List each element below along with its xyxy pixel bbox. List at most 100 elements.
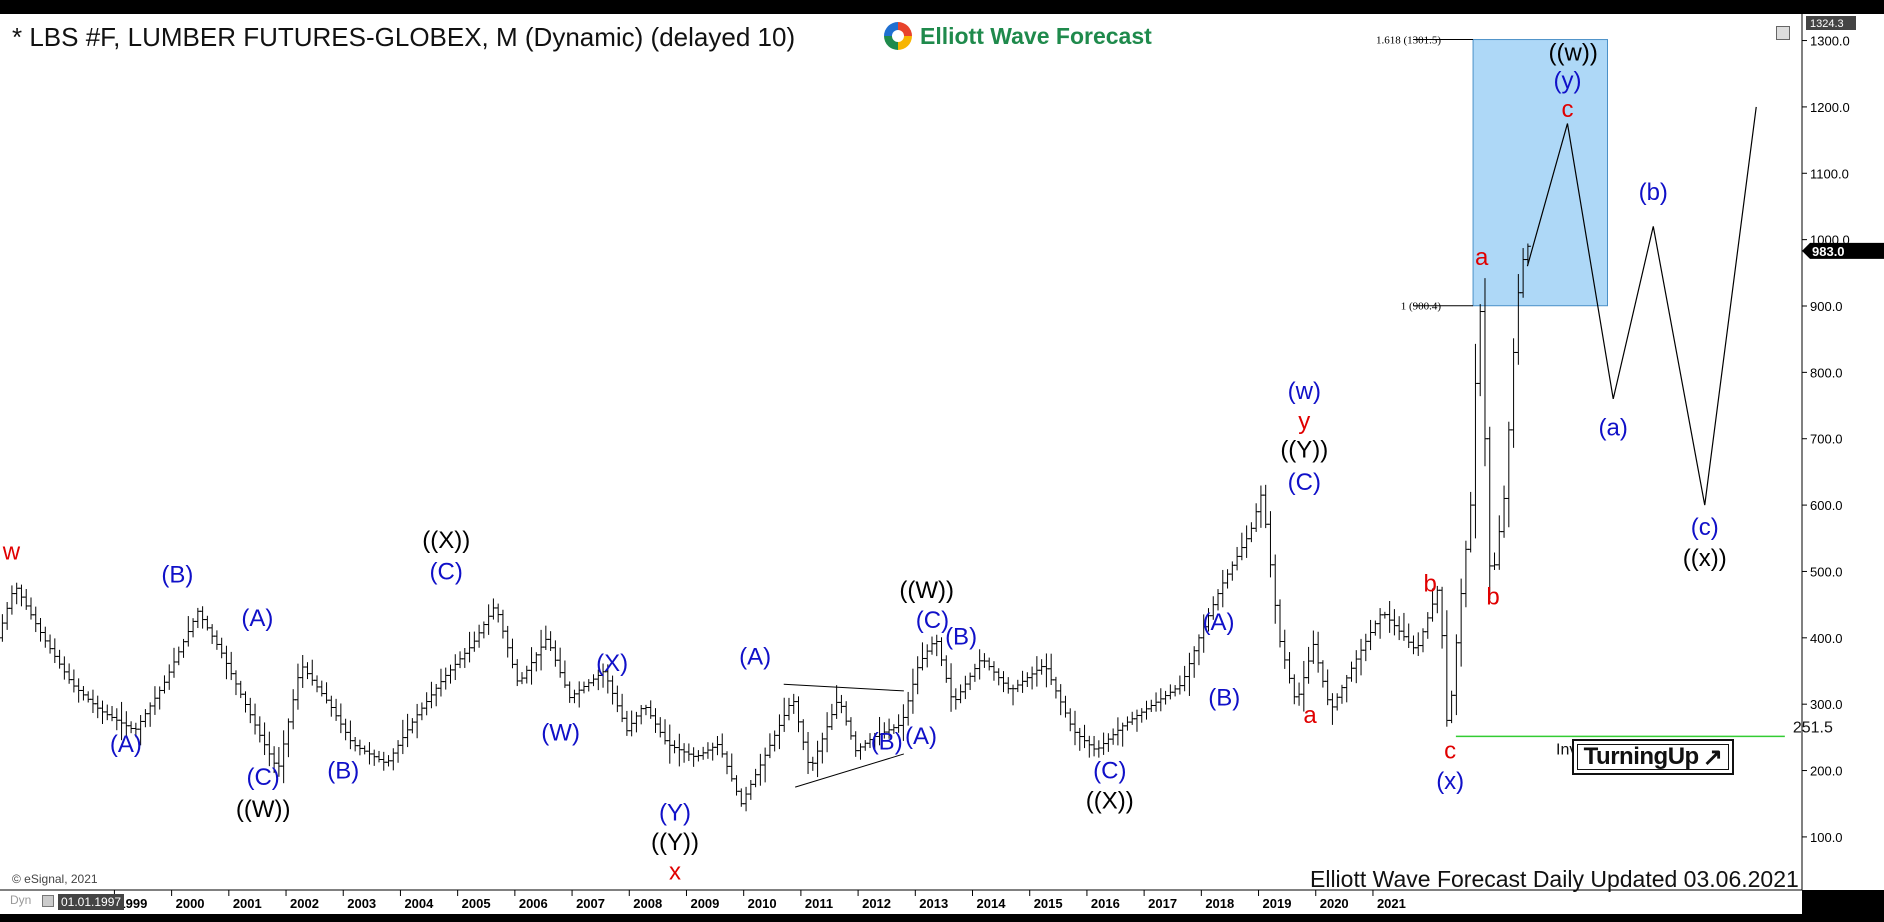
wave-label: (B)	[945, 623, 977, 650]
triangle-lower-line	[795, 753, 905, 788]
wave-label: (B)	[871, 728, 903, 755]
wave-label: (y)	[1553, 67, 1581, 94]
globe-icon	[884, 22, 912, 50]
wave-label: (A)	[1202, 609, 1234, 636]
footer-updated-text: Elliott Wave Forecast Daily Updated 03.0…	[1310, 866, 1799, 892]
chart-title: * LBS #F, LUMBER FUTURES-GLOBEX, M (Dyna…	[12, 22, 796, 52]
wave-label: b	[1423, 570, 1436, 597]
badge-text: TurningUp	[1583, 743, 1700, 770]
wave-label: (C)	[1288, 469, 1321, 496]
x-tick-label: 2005	[462, 896, 491, 911]
logo-text: Elliott Wave Forecast	[920, 22, 1152, 49]
x-tick-label: 2010	[748, 896, 777, 911]
wave-label: ((w))	[1549, 39, 1598, 66]
x-tick-label: 2013	[919, 896, 948, 911]
x-tick-label: 2018	[1205, 896, 1234, 911]
dyn-label: Dyn	[10, 893, 32, 907]
wave-label: y	[1298, 408, 1310, 435]
forecast-path	[1526, 106, 1757, 506]
y-tick-label: 100.0	[1810, 830, 1843, 845]
wave-label: (X)	[596, 650, 628, 677]
panel-maximize-icon[interactable]	[1776, 26, 1790, 40]
y-tick-label: 1300.0	[1810, 34, 1850, 49]
x-tick-label: 2006	[519, 896, 548, 911]
x-tick-label: 2019	[1263, 896, 1292, 911]
x-tick-label: 2007	[576, 896, 605, 911]
wave-label: (C)	[430, 558, 463, 585]
wave-label: c	[1444, 738, 1456, 765]
wave-label: ((Y))	[1280, 436, 1328, 463]
turningup-badge: TurningUp ↗	[1572, 739, 1734, 775]
start-date-box[interactable]: 01.01.1997	[58, 894, 125, 910]
x-tick-label: 2008	[633, 896, 662, 911]
x-tick-label: 2020	[1320, 896, 1349, 911]
scroll-left-icon[interactable]	[42, 895, 54, 907]
wave-label: (c)	[1691, 514, 1719, 541]
wave-label: (a)	[1599, 414, 1628, 441]
wave-label: w	[2, 539, 21, 566]
elliott-wave-logo: Elliott Wave Forecast	[884, 22, 1152, 50]
copyright-text: © eSignal, 2021	[12, 872, 98, 886]
y-tick-label: 300.0	[1810, 697, 1843, 712]
x-tick-label: 2015	[1034, 896, 1063, 911]
fib-label-1618: 1.618 (1301.5)	[1376, 35, 1441, 47]
x-tick-label: 2012	[862, 896, 891, 911]
ohlc-bar	[1524, 243, 1531, 265]
wave-label: (W)	[541, 720, 580, 747]
x-tick-label: 2009	[690, 896, 719, 911]
wave-label: (x)	[1436, 768, 1464, 795]
x-tick-label: 2011	[805, 896, 833, 911]
x-tick-label: 2021	[1377, 896, 1406, 911]
wave-label: ((Y))	[651, 829, 699, 856]
x-tick-label: 2014	[977, 896, 1007, 911]
wave-label: a	[1303, 702, 1317, 729]
wave-label: (b)	[1639, 179, 1668, 206]
wave-label: (B)	[327, 758, 359, 785]
x-tick-label: 2000	[176, 896, 205, 911]
wave-label: (B)	[1208, 685, 1240, 712]
axis-top-label: 1324.3	[1810, 18, 1844, 30]
fib-label-100: 1 (900.4)	[1401, 301, 1442, 313]
wave-label: (w)	[1288, 378, 1321, 405]
wave-label: b	[1486, 584, 1499, 611]
y-tick-label: 600.0	[1810, 498, 1843, 513]
wave-label: ((X))	[1086, 787, 1134, 814]
wave-label: (A)	[110, 731, 142, 758]
wave-label: x	[669, 858, 681, 885]
wave-label: (A)	[905, 723, 937, 750]
wave-label: (C)	[1093, 758, 1126, 785]
invalidation-value: 251.5	[1793, 719, 1833, 736]
y-tick-label: 700.0	[1810, 432, 1843, 447]
wave-label: ((X))	[422, 527, 470, 554]
y-tick-label: 200.0	[1810, 764, 1843, 779]
y-tick-label: 500.0	[1810, 564, 1843, 579]
arrow-up-right-icon: ↗	[1702, 743, 1723, 771]
wave-label: (A)	[241, 605, 273, 632]
x-tick-label: 2001	[233, 896, 262, 911]
last-price-label: 983.0	[1812, 244, 1845, 259]
y-tick-label: 1100.0	[1810, 166, 1849, 181]
wave-label: ((W))	[236, 796, 291, 823]
triangle-upper-line	[783, 683, 904, 692]
y-tick-label: 800.0	[1810, 365, 1843, 380]
x-tick-label: 2002	[290, 896, 319, 911]
wave-label: (C)	[246, 764, 279, 791]
last-price-marker	[1802, 242, 1884, 259]
wave-label: ((x))	[1683, 545, 1727, 572]
x-tick-label: 1999	[118, 896, 147, 911]
x-axis-panel	[0, 890, 1802, 914]
x-tick-label: 2016	[1091, 896, 1120, 911]
y-tick-label: 1200.0	[1810, 100, 1850, 115]
axis-top-marker	[1806, 16, 1856, 30]
y-axis-panel	[1802, 14, 1884, 890]
wave-label: ((W))	[899, 577, 954, 604]
wave-label: (A)	[739, 643, 771, 670]
x-tick-label: 2004	[404, 896, 434, 911]
wave-label: (Y)	[659, 799, 691, 826]
wave-label: (B)	[161, 562, 193, 589]
wave-label: c	[1561, 96, 1573, 123]
wave-label: (C)	[916, 607, 949, 634]
x-tick-label: 2003	[347, 896, 376, 911]
